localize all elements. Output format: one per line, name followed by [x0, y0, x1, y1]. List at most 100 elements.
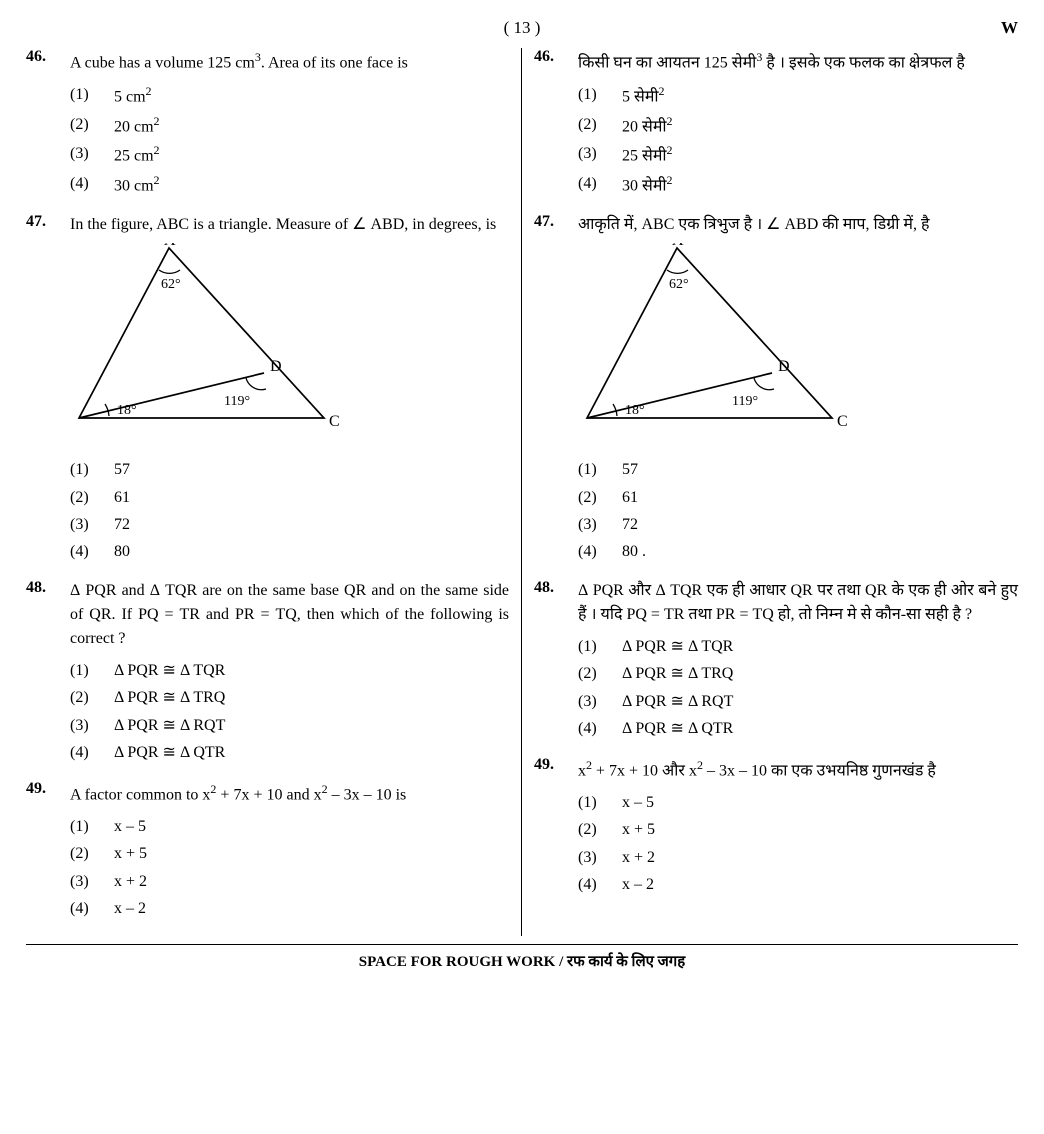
option-text: Δ PQR ≅ Δ QTR — [622, 715, 1018, 742]
option-text: x + 2 — [622, 844, 1018, 871]
question-text: आकृति में, ABC एक त्रिभुज है । ∠ ABD की … — [578, 213, 1018, 237]
options: (1)Δ PQR ≅ Δ TQR(2)Δ PQR ≅ Δ TRQ(3)Δ PQR… — [70, 657, 509, 766]
angle-d: 119° — [224, 394, 250, 409]
option-text: Δ PQR ≅ Δ RQT — [114, 712, 509, 739]
vertex-c: C — [329, 413, 340, 430]
angle-a: 62° — [669, 277, 689, 292]
question-text: A cube has a volume 125 cm3. Area of its… — [70, 48, 509, 75]
option-number: (3) — [70, 140, 114, 170]
vertex-a: A — [164, 243, 176, 249]
options: (1)x – 5(2)x + 5(3)x + 2(4)x – 2 — [70, 813, 509, 922]
option: (2)x + 5 — [578, 816, 1018, 843]
options: (1)x – 5(2)x + 5(3)x + 2(4)x – 2 — [578, 789, 1018, 898]
option-number: (3) — [578, 140, 622, 170]
question-body: A factor common to x2 + 7x + 10 and x2 –… — [70, 780, 509, 922]
option: (3)72 — [70, 511, 509, 538]
triangle-figure: ABCD62°18°119° — [582, 243, 862, 443]
option: (1)x – 5 — [578, 789, 1018, 816]
option: (3)x + 2 — [70, 868, 509, 895]
vertex-d: D — [778, 358, 790, 375]
option-text: 72 — [114, 511, 509, 538]
page-number: ( 13 ) — [504, 18, 541, 37]
question-text: x2 + 7x + 10 और x2 – 3x – 10 का एक उभयनि… — [578, 756, 1018, 783]
question-number: 46. — [26, 48, 70, 199]
vertex-b: B — [582, 413, 583, 430]
option-number: (2) — [578, 660, 622, 687]
option-text: x + 2 — [114, 868, 509, 895]
corner-code: W — [1001, 18, 1018, 38]
option-number: (4) — [70, 538, 114, 565]
option-number: (2) — [70, 111, 114, 141]
question: 47.In the figure, ABC is a triangle. Mea… — [26, 213, 509, 565]
option-text: 25 सेमी2 — [622, 140, 1018, 170]
question-text: A factor common to x2 + 7x + 10 and x2 –… — [70, 780, 509, 807]
option-number: (4) — [578, 170, 622, 200]
option-text: Δ PQR ≅ Δ TQR — [622, 633, 1018, 660]
option: (2)61 — [578, 484, 1018, 511]
option-text: 5 सेमी2 — [622, 81, 1018, 111]
option: (2)61 — [70, 484, 509, 511]
option-number: (3) — [578, 688, 622, 715]
option-number: (4) — [578, 871, 622, 898]
divider — [26, 944, 1018, 945]
question-number: 46. — [534, 48, 578, 199]
rough-work-label: SPACE FOR ROUGH WORK / रफ कार्य के लिए ज… — [26, 951, 1018, 971]
option-text: 57 — [114, 456, 509, 483]
option-text: Δ PQR ≅ Δ QTR — [114, 739, 509, 766]
question: 46.A cube has a volume 125 cm3. Area of … — [26, 48, 509, 199]
question: 48.Δ PQR and Δ TQR are on the same base … — [26, 579, 509, 766]
question-body: आकृति में, ABC एक त्रिभुज है । ∠ ABD की … — [578, 213, 1018, 565]
option: (1)Δ PQR ≅ Δ TQR — [578, 633, 1018, 660]
option-text: x – 5 — [622, 789, 1018, 816]
option-text: 80 . — [622, 538, 1018, 565]
option: (2)20 सेमी2 — [578, 111, 1018, 141]
question-body: Δ PQR and Δ TQR are on the same base QR … — [70, 579, 509, 766]
option-number: (3) — [70, 511, 114, 538]
option-number: (3) — [578, 511, 622, 538]
options: (1)Δ PQR ≅ Δ TQR(2)Δ PQR ≅ Δ TRQ(3)Δ PQR… — [578, 633, 1018, 742]
option-number: (1) — [578, 633, 622, 660]
option-number: (2) — [578, 484, 622, 511]
option: (3)Δ PQR ≅ Δ RQT — [70, 712, 509, 739]
question-body: किसी घन का आयतन 125 सेमी3 है । इसके एक फ… — [578, 48, 1018, 199]
question-body: Δ PQR और Δ TQR एक ही आधार QR पर तथा QR क… — [578, 579, 1018, 742]
figure: ABCD62°18°119° — [582, 243, 1018, 448]
option: (4)30 सेमी2 — [578, 170, 1018, 200]
option-text: Δ PQR ≅ Δ TRQ — [114, 684, 509, 711]
question: 47.आकृति में, ABC एक त्रिभुज है । ∠ ABD … — [534, 213, 1018, 565]
option: (3)25 सेमी2 — [578, 140, 1018, 170]
option-number: (1) — [70, 813, 114, 840]
question-number: 49. — [26, 780, 70, 922]
question: 49.x2 + 7x + 10 और x2 – 3x – 10 का एक उभ… — [534, 756, 1018, 898]
question-number: 47. — [26, 213, 70, 565]
option: (3)x + 2 — [578, 844, 1018, 871]
options: (1)5 सेमी2(2)20 सेमी2(3)25 सेमी2(4)30 से… — [578, 81, 1018, 199]
option: (4)Δ PQR ≅ Δ QTR — [578, 715, 1018, 742]
option-text: x + 5 — [114, 840, 509, 867]
question-number: 49. — [534, 756, 578, 898]
question-number: 48. — [534, 579, 578, 742]
question-text: किसी घन का आयतन 125 सेमी3 है । इसके एक फ… — [578, 48, 1018, 75]
question-body: x2 + 7x + 10 और x2 – 3x – 10 का एक उभयनि… — [578, 756, 1018, 898]
angle-a: 62° — [161, 277, 181, 292]
vertex-b: B — [74, 413, 75, 430]
option-number: (3) — [70, 712, 114, 739]
option-text: 30 सेमी2 — [622, 170, 1018, 200]
option-number: (4) — [578, 538, 622, 565]
option-number: (2) — [70, 484, 114, 511]
option-text: Δ PQR ≅ Δ TQR — [114, 657, 509, 684]
option-text: 80 — [114, 538, 509, 565]
angle-d: 119° — [732, 394, 758, 409]
left-column: 46.A cube has a volume 125 cm3. Area of … — [26, 48, 522, 936]
option-text: Δ PQR ≅ Δ TRQ — [622, 660, 1018, 687]
option-number: (4) — [70, 895, 114, 922]
option-number: (1) — [578, 81, 622, 111]
option-text: 5 cm2 — [114, 81, 509, 111]
option-text: 25 cm2 — [114, 140, 509, 170]
option-text: 61 — [622, 484, 1018, 511]
option: (1)5 सेमी2 — [578, 81, 1018, 111]
figure: ABCD62°18°119° — [74, 243, 509, 448]
option: (3)25 cm2 — [70, 140, 509, 170]
option-text: 20 cm2 — [114, 111, 509, 141]
option: (1)x – 5 — [70, 813, 509, 840]
